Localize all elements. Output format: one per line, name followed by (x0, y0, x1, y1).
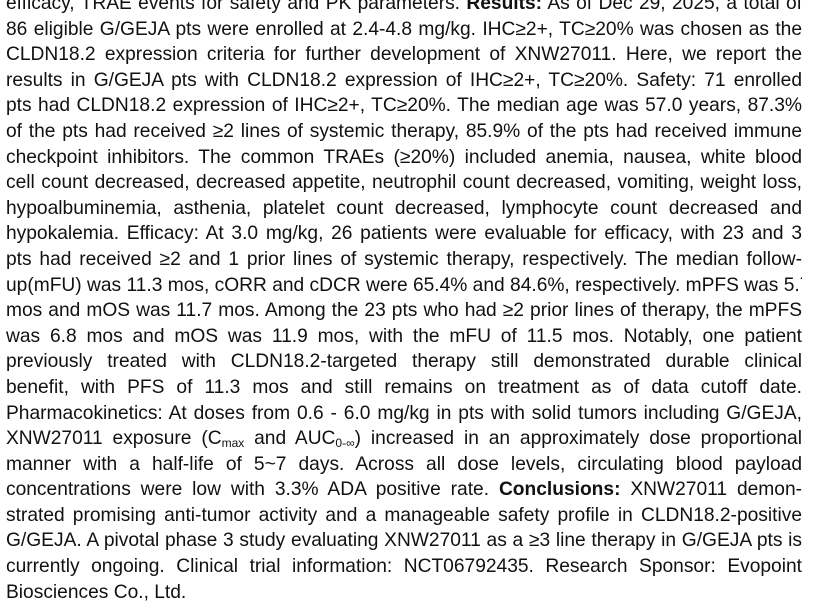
body-text: previously treated with CLDN18.2-targete… (6, 351, 802, 373)
text-line: manner with a half-life of 5~7 days. Acr… (6, 452, 802, 478)
body-text: hypoalbuminemia, asthenia, platelet coun… (6, 197, 802, 219)
body-text: strated promising anti-tumor activity an… (6, 504, 802, 526)
body-text: of the pts had received ≥2 lines of syst… (6, 120, 802, 142)
body-text: hypokalemia. Efficacy: At 3.0 mg/kg, 26 … (6, 223, 802, 245)
body-text: G/GEJA. A pivotal phase 3 study evaluati… (6, 530, 802, 552)
text-line: 86 eligible G/GEJA pts were enrolled at … (6, 17, 802, 43)
body-text: and AUC (244, 428, 336, 450)
body-text: Pharmacokinetics: At doses from 0.6 - 6.… (6, 402, 802, 424)
body-text: cell count decreased, decreased appetite… (6, 172, 802, 194)
body-text: ) increased in an approximately dose pro… (354, 428, 802, 450)
abstract-body: efficacy, TRAE events for safety and PK … (6, 0, 802, 606)
body-text: manner with a half-life of 5~7 days. Acr… (6, 453, 802, 475)
body-text: 86 eligible G/GEJA pts were enrolled at … (6, 18, 802, 40)
body-text: Biosciences Co., Ltd. (6, 581, 187, 603)
body-text: pts had received ≥2 and 1 prior lines of… (6, 248, 802, 270)
body-text: efficacy, TRAE events for safety and PK … (6, 0, 467, 14)
text-line: pts had received ≥2 and 1 prior lines of… (6, 247, 802, 273)
text-line: was 6.8 mos and mOS was 11.9 mos, with t… (6, 324, 802, 350)
text-line: mos and mOS was 11.7 mos. Among the 23 p… (6, 298, 802, 324)
text-line: Pharmacokinetics: At doses from 0.6 - 6.… (6, 401, 802, 427)
section-heading: Results: (466, 0, 543, 14)
section-heading: Conclusions: (498, 479, 621, 501)
text-line: strated promising anti-tumor activity an… (6, 503, 802, 529)
body-text: currently ongoing. Clinical trial inform… (6, 556, 802, 578)
text-line: CLDN18.2 expression criteria for further… (6, 42, 802, 68)
text-line: cell count decreased, decreased appetite… (6, 170, 802, 196)
body-text: concentrations were low with 3.3% ADA po… (6, 479, 499, 501)
text-line: checkpoint inhibitors. The common TRAEs … (6, 145, 802, 171)
text-line: of the pts had received ≥2 lines of syst… (6, 119, 802, 145)
subscript-text: max (221, 436, 245, 451)
body-text: results in G/GEJA pts with CLDN18.2 expr… (6, 69, 802, 91)
text-line: previously treated with CLDN18.2-targete… (6, 349, 802, 375)
text-line: hypokalemia. Efficacy: At 3.0 mg/kg, 26 … (6, 221, 802, 247)
text-line: concentrations were low with 3.3% ADA po… (6, 477, 802, 503)
text-line: XNW27011 exposure (Cmax and AUC0-∞) incr… (6, 426, 802, 452)
text-line: pts had CLDN18.2 expression of IHC≥2+, T… (6, 93, 802, 119)
body-text: XNW27011 demon- (620, 479, 802, 501)
text-line: benefit, with PFS of 11.3 mos and still … (6, 375, 802, 401)
body-text: was 6.8 mos and mOS was 11.9 mos, with t… (6, 325, 802, 347)
body-text: pts had CLDN18.2 expression of IHC≥2+, T… (6, 95, 802, 117)
body-text: benefit, with PFS of 11.3 mos and still … (6, 376, 802, 398)
text-line: Biosciences Co., Ltd. (6, 580, 802, 606)
text-line: up(mFU) was 11.3 mos, cORR and cDCR were… (6, 273, 802, 299)
subscript-text: 0-∞ (335, 436, 355, 451)
body-text: mos and mOS was 11.7 mos. Among the 23 p… (6, 300, 802, 322)
text-line: results in G/GEJA pts with CLDN18.2 expr… (6, 68, 802, 94)
body-text: CLDN18.2 expression criteria for further… (6, 44, 802, 66)
text-line: efficacy, TRAE events for safety and PK … (6, 0, 802, 17)
text-line: G/GEJA. A pivotal phase 3 study evaluati… (6, 528, 802, 554)
body-text: checkpoint inhibitors. The common TRAEs … (6, 146, 802, 168)
body-text: up(mFU) was 11.3 mos, cORR and cDCR were… (6, 274, 802, 296)
text-line: hypoalbuminemia, asthenia, platelet coun… (6, 196, 802, 222)
text-line: currently ongoing. Clinical trial inform… (6, 554, 802, 580)
body-text: XNW27011 exposure (C (6, 428, 222, 450)
body-text: As of Dec 29, 2025, a total of (542, 0, 802, 14)
